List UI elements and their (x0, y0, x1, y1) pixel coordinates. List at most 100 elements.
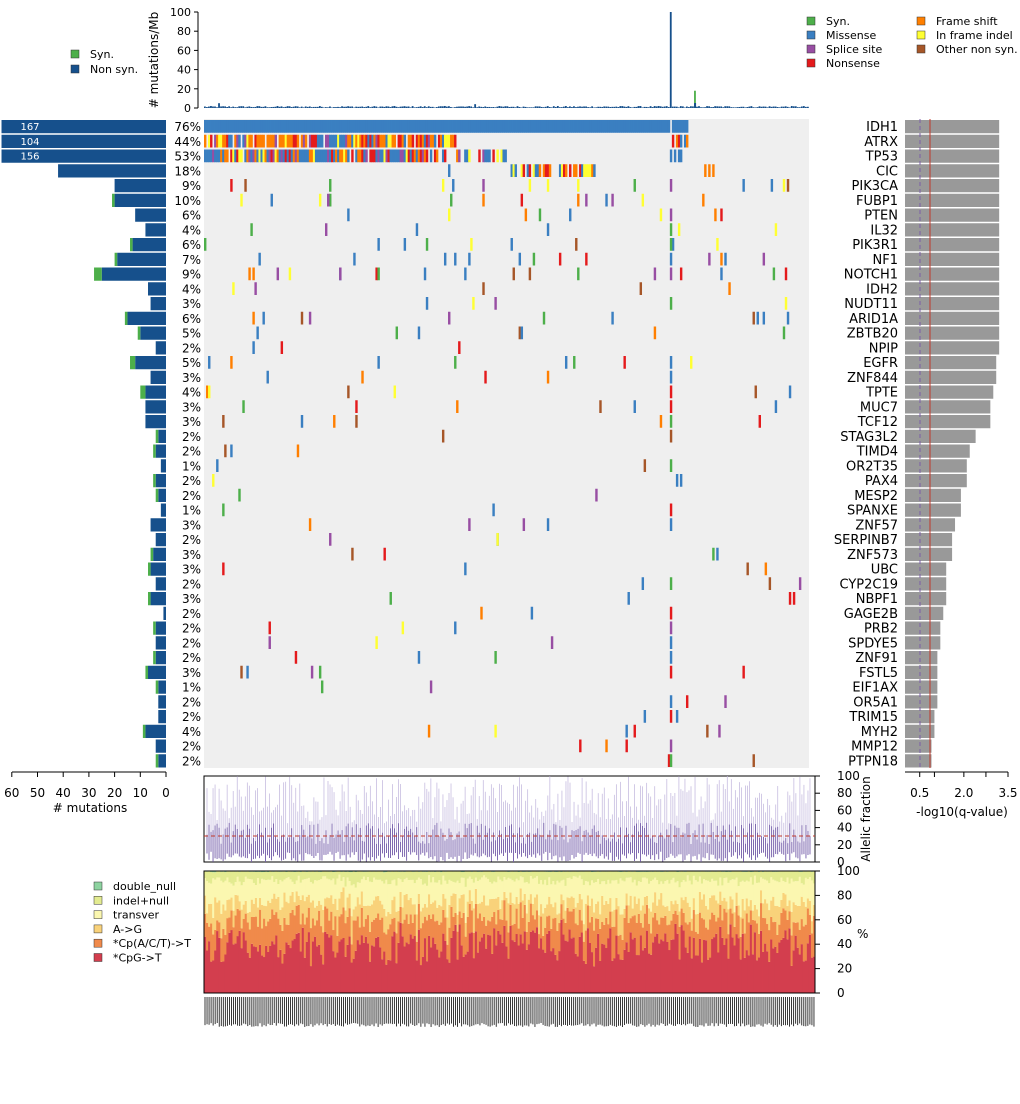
spectrum-segment (717, 885, 720, 904)
mutation-rate-bars (204, 12, 809, 108)
mutation-cell (355, 400, 358, 413)
spectrum-segment (621, 939, 624, 960)
spectrum-segment (804, 871, 808, 878)
spectrum-segment (609, 871, 612, 884)
spectrum-segment (560, 904, 563, 920)
spectrum-segment (617, 935, 620, 955)
spectrum-segment (650, 933, 653, 955)
spectrum-segment (356, 940, 360, 993)
mutation-rate-bar (393, 105, 396, 108)
mutation-cell (528, 179, 532, 192)
mutation-cell (633, 724, 636, 738)
mutation-cell (583, 164, 586, 177)
spectrum-segment (236, 936, 240, 993)
spectrum-segment (725, 901, 728, 913)
mutation-rate-tick-label: 60 (177, 44, 191, 57)
spectrum-segment (385, 879, 388, 917)
mutation-cell (617, 120, 620, 133)
gene-percent-label: 53% (174, 150, 201, 164)
spectrum-segment (593, 930, 596, 967)
mutation-rate-bar (569, 106, 571, 108)
spectrum-segment (250, 879, 254, 900)
spectrum-segment (497, 876, 500, 897)
spectrum-segment (625, 877, 629, 894)
gene-name-label: OR5A1 (853, 695, 898, 710)
mutation-cell (560, 120, 564, 133)
left-axis-tick-label: 40 (56, 786, 71, 800)
spectrum-segment (521, 917, 525, 944)
mutation-rate-bar (230, 107, 233, 108)
spectrum-segment (505, 946, 508, 993)
gene-count-bar (1, 134, 166, 148)
spectrum-segment (680, 882, 684, 898)
mutation-cell (464, 562, 467, 576)
spectrum-segment (709, 957, 712, 993)
mutation-cell (443, 149, 447, 163)
spectrum-segment (690, 884, 694, 919)
mutation-cell (448, 120, 451, 133)
mutation-cell (704, 164, 707, 177)
mutation-rate-bar (798, 107, 801, 108)
spectrum-segment (216, 920, 219, 932)
spectrum-frame (203, 870, 816, 994)
spectrum-segment (423, 916, 427, 939)
spectrum-segment (454, 912, 457, 925)
spectrum-segment (411, 904, 415, 923)
spectrum-segment (464, 922, 468, 937)
spectrum-segment (454, 893, 457, 913)
mutation-rate-bar (669, 12, 672, 108)
spectrum-segment (456, 914, 459, 932)
spectrum-segment (432, 914, 435, 938)
spectrum-segment (303, 901, 307, 925)
spectrum-segment (576, 871, 580, 878)
mutation-cell (466, 120, 469, 133)
spectrum-segment (509, 904, 512, 926)
qvalue-bar (905, 695, 938, 709)
gene-percent-label: 1% (182, 681, 201, 695)
spectrum-segment (258, 883, 262, 898)
mutation-cell (355, 415, 358, 428)
spectrum-segment (442, 894, 445, 910)
spectrum-segment (487, 871, 490, 879)
mutation-cell (581, 164, 584, 177)
spectrum-segment (784, 882, 787, 895)
spectrum-segment (318, 944, 321, 993)
legend-label-syn2: Syn. (826, 15, 850, 28)
spectrum-segment (234, 943, 237, 993)
mutation-cell (308, 518, 312, 531)
spectrum-segment (727, 882, 730, 910)
spectrum-segment (232, 927, 235, 945)
gene-count-bar (158, 488, 166, 502)
mutation-cell (405, 120, 409, 133)
mutation-cell (528, 267, 532, 281)
gene-name-label: NOTCH1 (844, 268, 898, 283)
spectrum-segment (702, 940, 706, 993)
spectrum-segment (212, 960, 215, 993)
spectrum-segment (627, 905, 631, 923)
spectrum-segment (723, 897, 726, 909)
spectrum-segment (595, 881, 598, 904)
mutation-rate-bar (246, 106, 249, 108)
spectrum-segment (674, 900, 677, 911)
spectrum-segment (603, 871, 606, 882)
spectrum-segment (460, 894, 464, 918)
mutation-rate-bar (464, 106, 466, 108)
spectrum-segment (491, 883, 494, 899)
spectrum-segment (326, 908, 329, 934)
mutation-cell (538, 164, 542, 177)
spectrum-segment (521, 871, 525, 878)
spectrum-segment (301, 895, 305, 914)
mutation-cell (353, 252, 356, 266)
mutation-cell (454, 120, 457, 133)
spectrum-segment (682, 871, 686, 880)
spectrum-segment (772, 896, 775, 923)
spectrum-segment (454, 924, 457, 993)
spectrum-segment (497, 871, 500, 877)
spectrum-segment (566, 907, 569, 942)
mutation-cell (220, 149, 223, 163)
gene-count-bar (135, 208, 166, 222)
mutation-cell (433, 149, 437, 163)
spectrum-segment (741, 933, 745, 993)
spectrum-segment (647, 883, 651, 909)
legend-mutation-type: Syn. Missense Splice site Nonsense Frame… (806, 15, 1018, 70)
